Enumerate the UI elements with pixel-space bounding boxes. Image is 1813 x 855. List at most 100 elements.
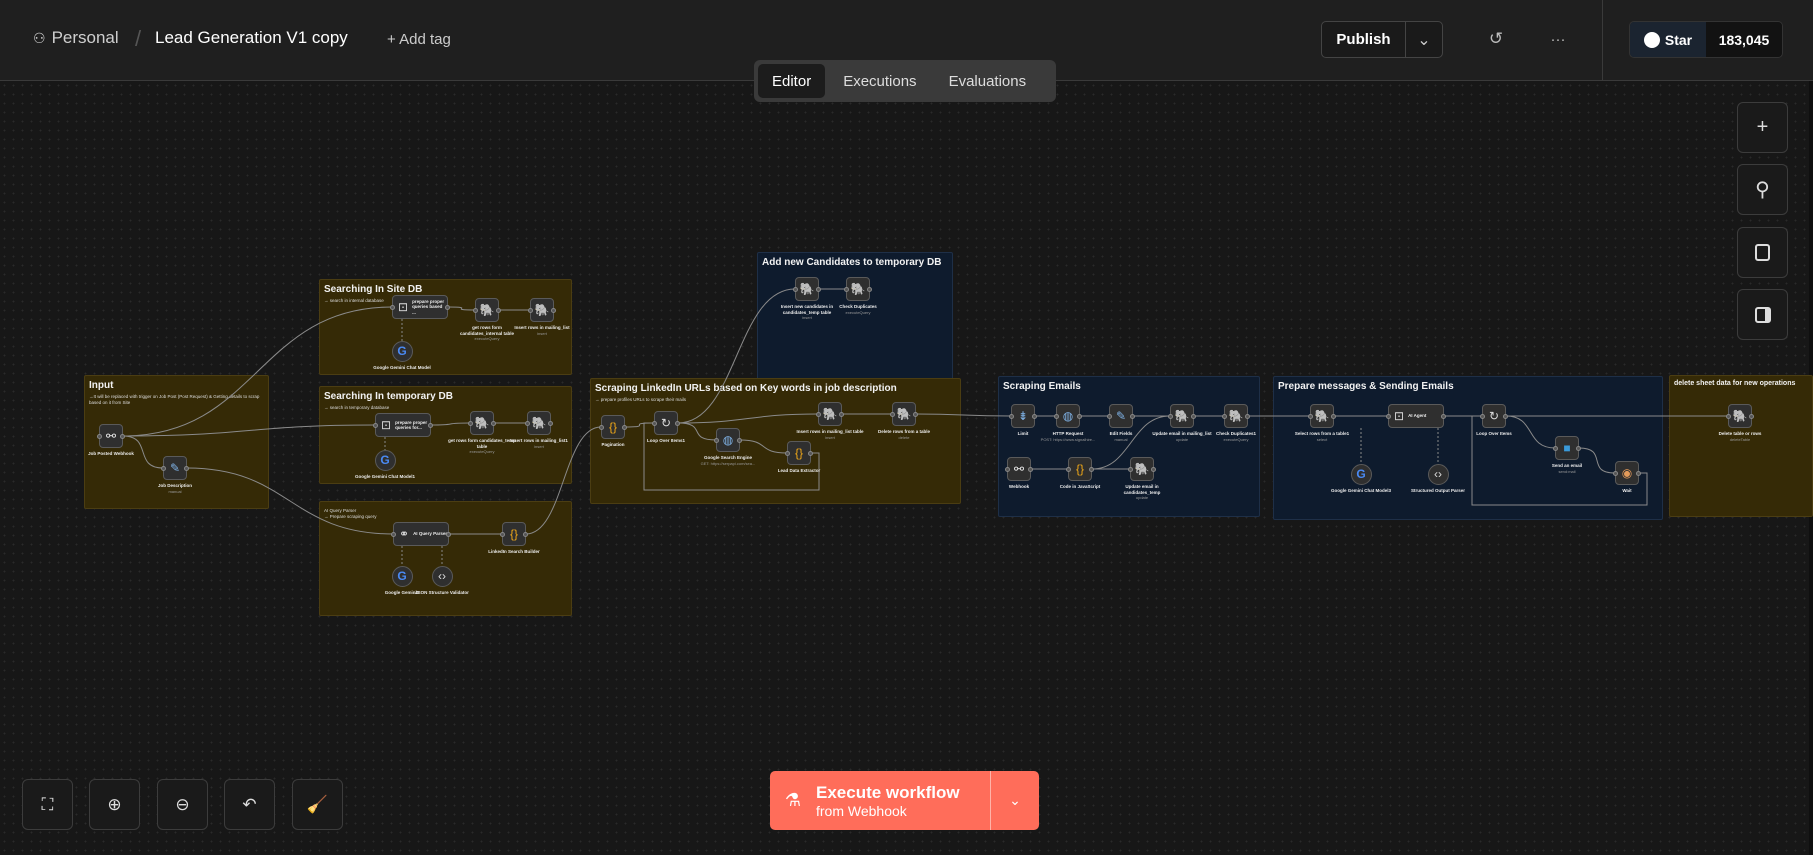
add-tag-button[interactable]: + Add tag [387, 31, 451, 48]
sticky-prepare[interactable]: Prepare messages & Sending Emails [1273, 376, 1663, 520]
connection-handle[interactable] [446, 531, 451, 537]
connection-handle[interactable] [428, 422, 433, 428]
node-gem1[interactable]: G [391, 565, 413, 587]
node-webhook2[interactable]: ⚯ [1005, 457, 1033, 481]
node-aiparser[interactable]: ⚭ AI Query Parser [391, 522, 451, 546]
connection-handle[interactable] [390, 304, 395, 310]
connection-handle[interactable] [1089, 466, 1094, 472]
connection-handle[interactable] [1636, 470, 1641, 476]
connection-handle[interactable] [120, 433, 125, 439]
connection-handle[interactable] [1168, 413, 1173, 419]
node-delrows[interactable]: 🐘 [890, 402, 918, 426]
connection-handle[interactable] [491, 420, 496, 426]
connection-handle[interactable] [816, 286, 821, 292]
connection-handle[interactable] [816, 411, 821, 417]
connection-handle[interactable] [1441, 413, 1446, 419]
toggle-panel-button[interactable] [1737, 289, 1788, 340]
connection-handle[interactable] [1005, 466, 1010, 472]
connection-handle[interactable] [714, 437, 719, 443]
connection-handle[interactable] [1576, 445, 1581, 451]
add-node-button[interactable]: + [1737, 102, 1788, 153]
zoom-in-button[interactable]: ⊕ [89, 779, 140, 830]
node-gemsite[interactable]: G [391, 340, 413, 362]
connection-handle[interactable] [785, 450, 790, 456]
publish-dropdown[interactable]: ⌄ [1405, 22, 1442, 57]
search-nodes-button[interactable]: ⚲ [1737, 164, 1788, 215]
node-extractor[interactable]: {} [785, 441, 813, 465]
connection-handle[interactable] [468, 420, 473, 426]
connection-handle[interactable] [1503, 413, 1508, 419]
node-getsite[interactable]: 🐘 [473, 298, 501, 322]
connection-handle[interactable] [525, 420, 530, 426]
connection-handle[interactable] [1308, 413, 1313, 419]
connection-handle[interactable] [793, 286, 798, 292]
connection-handle[interactable] [548, 420, 553, 426]
node-instemp[interactable]: 🐘 [525, 411, 553, 435]
node-insnew[interactable]: 🐘 [793, 277, 821, 301]
connection-handle[interactable] [1128, 466, 1133, 472]
node-gsearch[interactable]: ◍ [714, 428, 742, 452]
node-edit[interactable]: ✎ [1107, 404, 1135, 428]
node-deltable[interactable]: 🐘 [1726, 404, 1754, 428]
connection-handle[interactable] [1726, 413, 1731, 419]
node-insml[interactable]: 🐘 [816, 402, 844, 426]
connection-handle[interactable] [1130, 413, 1135, 419]
tidy-up-button[interactable]: 🧹 [292, 779, 343, 830]
node-parser2[interactable]: ‹› [1427, 463, 1449, 485]
connection-handle[interactable] [1107, 413, 1112, 419]
connection-handle[interactable] [1553, 445, 1558, 451]
project-name[interactable]: Personal [51, 28, 119, 47]
connection-handle[interactable] [839, 411, 844, 417]
node-gemtemp[interactable]: G [374, 449, 396, 471]
connection-handle[interactable] [913, 411, 918, 417]
connection-handle[interactable] [1151, 466, 1156, 472]
connection-handle[interactable] [1613, 470, 1618, 476]
connection-handle[interactable] [184, 465, 189, 471]
node-inssite[interactable]: 🐘 [528, 298, 556, 322]
connection-handle[interactable] [161, 465, 166, 471]
sticky-delete[interactable]: delete sheet data for new operations [1669, 375, 1813, 517]
sticky-temp[interactable]: Searching In temporary DB → search in tem… [319, 386, 572, 484]
connection-handle[interactable] [675, 420, 680, 426]
execute-workflow-button[interactable]: ⚗ Execute workflow from Webhook ⌄ [770, 771, 1039, 830]
connection-handle[interactable] [1386, 413, 1391, 419]
node-builder[interactable]: {} [500, 522, 528, 546]
connection-handle[interactable] [1054, 413, 1059, 419]
github-star-button[interactable]: Star 183,045 [1629, 21, 1783, 58]
node-select[interactable]: 🐘 [1308, 404, 1336, 428]
connection-handle[interactable] [1077, 413, 1082, 419]
connection-handle[interactable] [652, 420, 657, 426]
connection-handle[interactable] [391, 531, 396, 537]
zoom-out-button[interactable]: ⊖ [157, 779, 208, 830]
connection-handle[interactable] [1066, 466, 1071, 472]
node-loop1[interactable]: ↻ [652, 411, 680, 435]
node-loop2[interactable]: ↻ [1480, 404, 1508, 428]
workflow-title[interactable]: Lead Generation V1 copy [155, 28, 348, 47]
node-checkdup1[interactable]: 🐘 [1222, 404, 1250, 428]
history-button[interactable]: ↺ [1484, 27, 1508, 51]
more-options-button[interactable]: ··· [1546, 27, 1570, 51]
node-jsonval[interactable]: ‹› [431, 565, 453, 587]
connection-handle[interactable] [373, 422, 378, 428]
node-wait[interactable]: ◉ [1613, 461, 1641, 485]
node-code[interactable]: {} [1066, 457, 1094, 481]
publish-button[interactable]: Publish [1336, 31, 1391, 48]
sticky-addnew[interactable]: Add new Candidates to temporary DB [757, 252, 953, 394]
breadcrumb-project[interactable]: ⚇ Personal [33, 28, 119, 48]
connection-handle[interactable] [523, 531, 528, 537]
connection-handle[interactable] [1009, 413, 1014, 419]
node-http[interactable]: ◍ [1054, 404, 1082, 428]
connection-handle[interactable] [1331, 413, 1336, 419]
connection-handle[interactable] [808, 450, 813, 456]
connection-handle[interactable] [1028, 466, 1033, 472]
node-gettemp[interactable]: 🐘 [468, 411, 496, 435]
node-limit[interactable]: ⇟ [1009, 404, 1037, 428]
connection-handle[interactable] [1032, 413, 1037, 419]
tab-evaluations[interactable]: Evaluations [948, 72, 1027, 90]
node-gem3[interactable]: G [1350, 463, 1372, 485]
node-checkdup[interactable]: 🐘 [844, 277, 872, 301]
connection-handle[interactable] [473, 307, 478, 313]
fit-view-button[interactable]: ⛶ [22, 779, 73, 830]
node-jobdesc[interactable]: ✎ [161, 456, 189, 480]
connection-handle[interactable] [599, 424, 604, 430]
